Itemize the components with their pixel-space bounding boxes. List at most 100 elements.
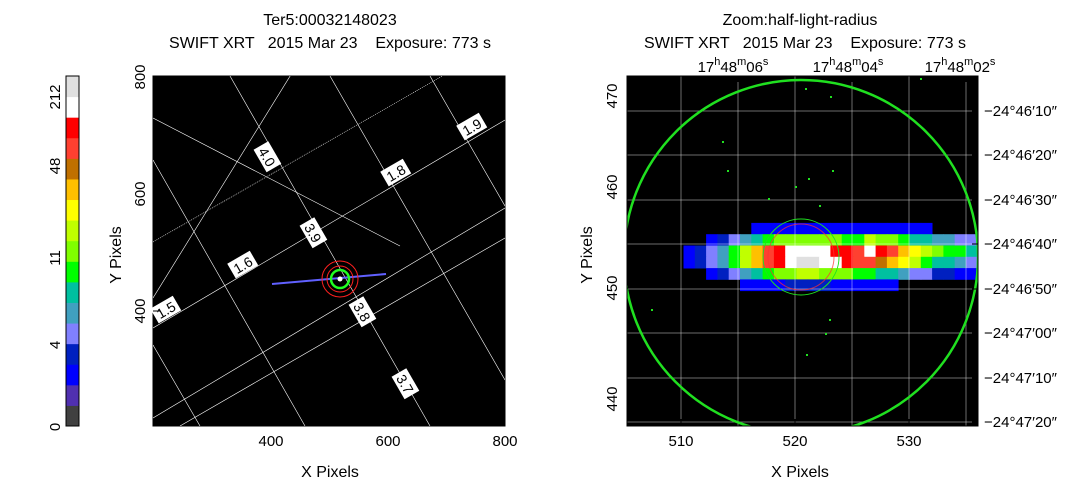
grid-line [153,119,505,329]
dec-tick: −24°46′40″ [984,236,1058,253]
heatmap-cell [773,234,786,246]
scattered-counts [651,78,922,356]
colorbar-segment [66,384,79,406]
heatmap-cell [909,222,922,235]
dec-axis-labels: −24°46′10″ −24°46′20″ −24°46′30″ −24°46′… [984,103,1058,431]
heatmap-cell [909,256,922,269]
dec-tick: −24°46′10″ [984,103,1058,120]
heatmap-cell [751,245,763,258]
heatmap-cell [796,268,809,280]
heatmap-cell [898,222,910,235]
heatmap-cell [728,234,741,246]
left-subtitle: SWIFT XRT 2015 Mar 23 Exposure: 773 s [169,35,491,52]
ra-tick: 17h48m06s [698,56,769,76]
heatmap-cell [740,279,752,292]
heatmap-cell [773,279,786,292]
left-x-tick: 600 [375,433,400,450]
heatmap-cell [785,256,797,269]
dec-tick: −24°47′00″ [984,325,1058,342]
colorbar-tick: 0 [47,423,64,431]
grid-line [153,344,201,426]
right-y-label: Y Pixels [579,226,596,284]
heatmap-cell [796,234,809,246]
heatmap-cell [717,268,730,280]
heatmap-cell [807,222,820,235]
heatmap-cell [909,234,922,246]
colorbar-segment [66,178,79,201]
source-core [337,276,343,282]
heatmap-cell [762,268,775,280]
heatmap-cell [762,234,775,246]
heatmap-cell [886,256,899,269]
heatmap-cell [898,245,910,258]
source-streak [271,273,387,285]
grid-line [229,76,431,426]
heatmap-cell [898,256,910,269]
left-title: Ter5:00032148023 [263,12,397,29]
heatmap-cell [932,256,944,269]
heatmap-cell [909,245,922,258]
heatmap-cell [785,245,797,258]
heatmap-cell [740,234,752,246]
heatmap-cell [706,245,718,258]
right-frame [626,75,979,427]
colorbar-segment [66,302,79,324]
colorbar-segment [66,220,79,242]
heatmap-cell [841,234,854,246]
heatmap-cell [977,256,978,269]
heatmap-cell [886,234,899,246]
heatmap-cell [875,256,888,269]
heatmap-cell [773,245,786,258]
dec-tick: −24°46′30″ [984,192,1058,209]
heatmap-cell [898,234,910,246]
colorbar-tick: 48 [47,158,64,175]
colorbar-segment [66,281,79,303]
heatmap-cell [841,268,854,280]
heatmap-cell [751,234,763,246]
heatmap-cell [898,268,910,280]
heatmap-cell [785,268,797,280]
colorbar-tick: 212 [47,84,64,109]
heatmap-cell [864,234,876,246]
left-y-tick: 600 [132,181,149,206]
heatmap-cell [706,268,718,280]
grid-line [329,76,505,381]
heatmap-cell [785,222,797,235]
colorbar-segment [66,343,79,365]
outer-region-circle [321,260,359,298]
colorbar-segment [66,323,79,345]
heatmap-cell [773,268,786,280]
heatmap-cell [875,279,888,292]
heatmap-cell [920,268,933,280]
heatmap-cell [886,245,899,258]
colorbar-frame [65,75,80,427]
left-y-tick: 800 [132,64,149,89]
grid-line [429,76,505,207]
source-circle [762,218,840,296]
heatmap-cell [717,245,730,258]
heatmap-cell [717,234,730,246]
right-y-tick: 450 [604,275,621,300]
heatmap-cell [943,234,956,246]
right-x-tick: 510 [668,433,693,450]
colorbar-segment [66,405,79,427]
colorbar-segment [66,261,79,283]
heatmap-cell [886,279,899,292]
heatmap-cell [796,245,809,258]
ra-tick: 17h48m02s [925,56,996,76]
heatmap-cell [920,222,933,235]
heatmap-cell [807,234,820,246]
left-x-tick: 800 [492,433,517,450]
colorbar-segment [66,96,79,118]
heatmap-cell [932,234,944,246]
heatmap-cell [841,222,854,235]
heatmap-cell [853,279,865,292]
right-axis-ticks [627,76,978,426]
right-x-tick: 530 [896,433,921,450]
heatmap-cell [943,256,956,269]
heatmap-cell [920,234,933,246]
left-y-tick: 400 [132,298,149,323]
heatmap-cell [728,256,741,269]
heatmap-cell [819,279,831,292]
